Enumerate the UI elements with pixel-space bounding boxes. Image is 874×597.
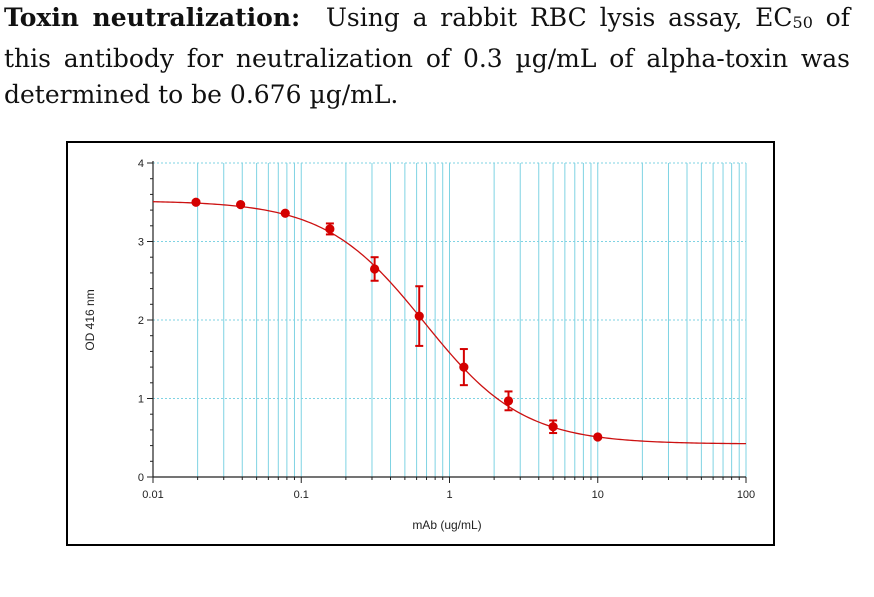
caption-paragraph: Toxin neutralization: Using a rabbit RBC… — [4, 0, 850, 113]
x-tick-label: 10 — [592, 489, 604, 501]
x-tick-label: 1 — [446, 489, 452, 501]
data-point — [593, 432, 603, 442]
x-tick-label: 100 — [737, 489, 755, 501]
grid-layer — [153, 162, 747, 477]
data-point — [548, 422, 558, 432]
caption-text-end: of this antibody for neutralization of 0… — [4, 3, 850, 109]
caption-subscript: 50 — [792, 13, 813, 32]
y-axis-label: OD 416 nm — [83, 289, 97, 350]
x-tick-label: 0.1 — [294, 489, 309, 501]
x-tick-label: 0.01 — [142, 489, 163, 501]
data-point — [325, 224, 335, 234]
y-tick-label: 0 — [138, 472, 144, 484]
fit-curve — [152, 201, 747, 445]
chart-frame: 0 1 2 3 4 0.01 0.1 1 10 100 mAb (ug/mL) OD 416 nm — [66, 141, 775, 546]
data-point — [370, 264, 380, 274]
y-tick-label: 1 — [138, 394, 144, 406]
y-tick-label: 3 — [138, 237, 144, 249]
data-point — [191, 197, 201, 207]
caption-text-start: Using a rabbit RBC lysis assay, EC — [325, 3, 793, 32]
data-point — [459, 362, 469, 372]
fit-curve-layer — [152, 201, 747, 445]
data-point — [236, 200, 246, 210]
data-point — [280, 208, 290, 218]
axes-layer: 0 1 2 3 4 0.01 0.1 1 10 100 — [138, 158, 755, 501]
y-tick-label: 4 — [138, 158, 144, 170]
caption-title: Toxin neutralization: — [4, 3, 301, 32]
y-tick-label: 2 — [138, 315, 144, 327]
x-axis-label: mAb (ug/mL) — [412, 518, 481, 532]
data-points-layer — [191, 197, 603, 442]
data-point — [503, 396, 514, 406]
ec50-chart: 0 1 2 3 4 0.01 0.1 1 10 100 mAb (ug/mL) OD 416 nm — [83, 158, 755, 532]
data-point — [414, 311, 424, 321]
